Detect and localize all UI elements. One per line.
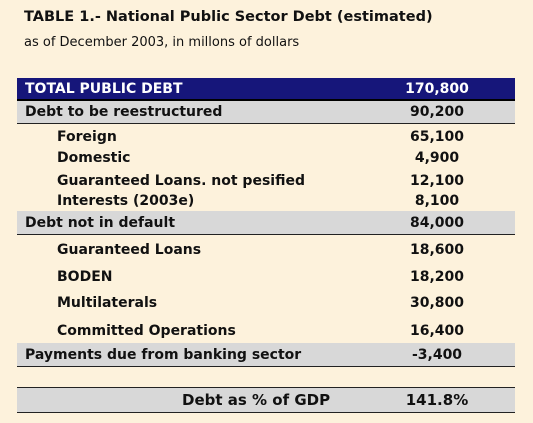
row-value: 12,100 — [409, 172, 465, 189]
row-value: 4,900 — [414, 150, 460, 166]
row-label: Debt not in default — [25, 214, 176, 231]
table-row: Payments due from banking sector -3,400 — [17, 343, 515, 367]
row-label: Domestic — [57, 150, 131, 166]
row-value: 18,600 — [409, 242, 465, 258]
row-label: Debt to be reestructured — [25, 104, 223, 120]
row-label: Foreign — [57, 129, 117, 145]
row-label: Guaranteed Loans. not pesified — [57, 172, 305, 189]
row-label: Guaranteed Loans — [57, 242, 202, 258]
row-value: -3,400 — [411, 346, 463, 363]
row-label: Payments due from banking sector — [25, 346, 302, 363]
row-value: 16,400 — [409, 322, 465, 339]
table-row: Guaranteed Loans 18,600 — [17, 238, 515, 262]
row-value: 30,800 — [409, 295, 465, 311]
row-value: 141.8% — [405, 391, 469, 409]
gdp-row: Debt as % of GDP 141.8% — [17, 387, 515, 413]
row-label: Debt as % of GDP — [182, 391, 331, 409]
row-value: 84,000 — [409, 214, 465, 231]
row-label: Committed Operations — [57, 322, 236, 339]
table-row: Guaranteed Loans. not pesified 12,100 — [17, 170, 515, 191]
table-title: TABLE 1.- National Public Sector Debt (e… — [24, 9, 433, 25]
row-value: 18,200 — [409, 269, 465, 285]
row-label: Multilaterals — [57, 295, 158, 311]
table-row: Committed Operations 16,400 — [17, 318, 515, 343]
table-row: Foreign 65,100 — [17, 127, 515, 147]
table-row: Interests (2003e) 8,100 — [17, 191, 515, 211]
row-value: 8,100 — [414, 193, 460, 209]
table-row: Domestic 4,900 — [17, 148, 515, 168]
table-subtitle: as of December 2003, in millons of dolla… — [24, 35, 300, 50]
table-row: Multilaterals 30,800 — [17, 291, 515, 315]
row-label: Interests (2003e) — [57, 193, 195, 209]
row-value: 65,100 — [409, 129, 465, 145]
row-label: BODEN — [57, 269, 113, 285]
row-label: TOTAL PUBLIC DEBT — [25, 80, 183, 97]
row-value: 90,200 — [409, 104, 465, 120]
table-row: Debt not in default 84,000 — [17, 211, 515, 235]
table-row: TOTAL PUBLIC DEBT 170,800 — [17, 78, 515, 101]
table-row: Debt to be reestructured 90,200 — [17, 101, 515, 124]
table-row: BODEN 18,200 — [17, 265, 515, 289]
row-value: 170,800 — [405, 80, 469, 97]
